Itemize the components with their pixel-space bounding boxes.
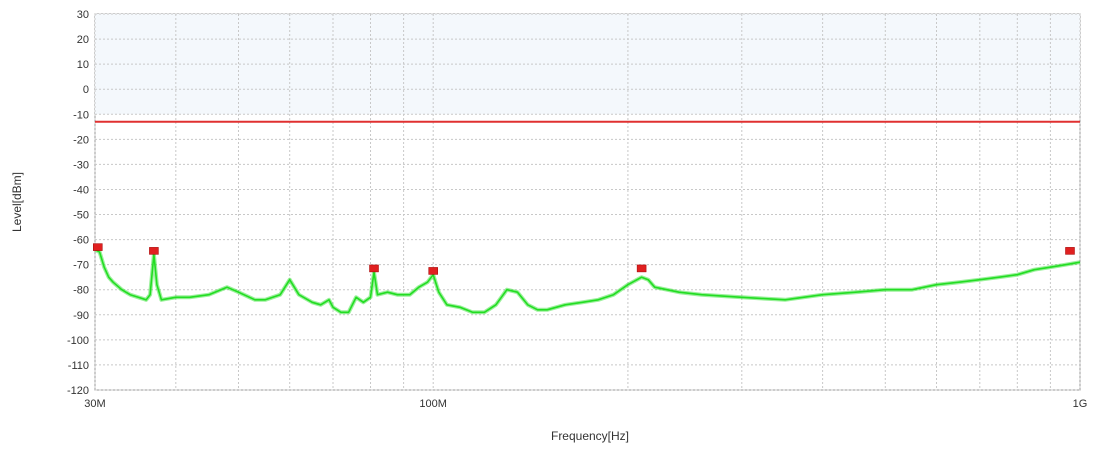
y-tick-label: -60: [73, 235, 89, 247]
marker-layer: [93, 243, 1075, 275]
x-tick-label: 1G: [1073, 398, 1088, 410]
y-tick-label: -30: [73, 159, 89, 171]
y-tick-label: 0: [83, 84, 89, 96]
y-tick-label: -50: [73, 210, 89, 222]
grid-layer: [94, 13, 1081, 391]
series-layer: [94, 247, 1081, 315]
y-tick-label: -80: [73, 285, 89, 297]
peak-marker: [636, 264, 647, 273]
peak-marker: [149, 247, 159, 255]
y-tick-label: 20: [77, 34, 89, 46]
y-tick-label: -40: [73, 184, 89, 196]
series-line: [94, 248, 1081, 314]
y-tick-label: -20: [73, 134, 89, 146]
peak-marker: [1065, 247, 1075, 255]
y-tick-label: -100: [67, 335, 89, 347]
y-tick-label: -10: [73, 109, 89, 121]
y-tick-label: -70: [73, 260, 89, 272]
y-tick-label: 10: [77, 59, 89, 71]
peak-marker: [428, 267, 438, 275]
y-axis-title: Level[dBm]: [10, 172, 24, 232]
x-tick-labels: 30M 100M 1G: [84, 398, 1087, 410]
y-tick-label: -110: [68, 360, 89, 372]
peak-marker: [369, 264, 379, 273]
x-axis-title: Frequency[Hz]: [551, 429, 629, 443]
y-tick-label: 30: [77, 9, 89, 21]
y-tick-labels: 30 20 10 0 -10 -20 -30 -40 -50 -60 -70 -80 -90 -100 -1…: [67, 9, 89, 397]
x-tick-label: 100M: [419, 398, 447, 410]
y-tick-label: -90: [73, 310, 89, 322]
x-tick-label: 30M: [84, 398, 105, 410]
y-tick-label: -120: [67, 385, 89, 397]
peak-marker: [93, 243, 103, 251]
